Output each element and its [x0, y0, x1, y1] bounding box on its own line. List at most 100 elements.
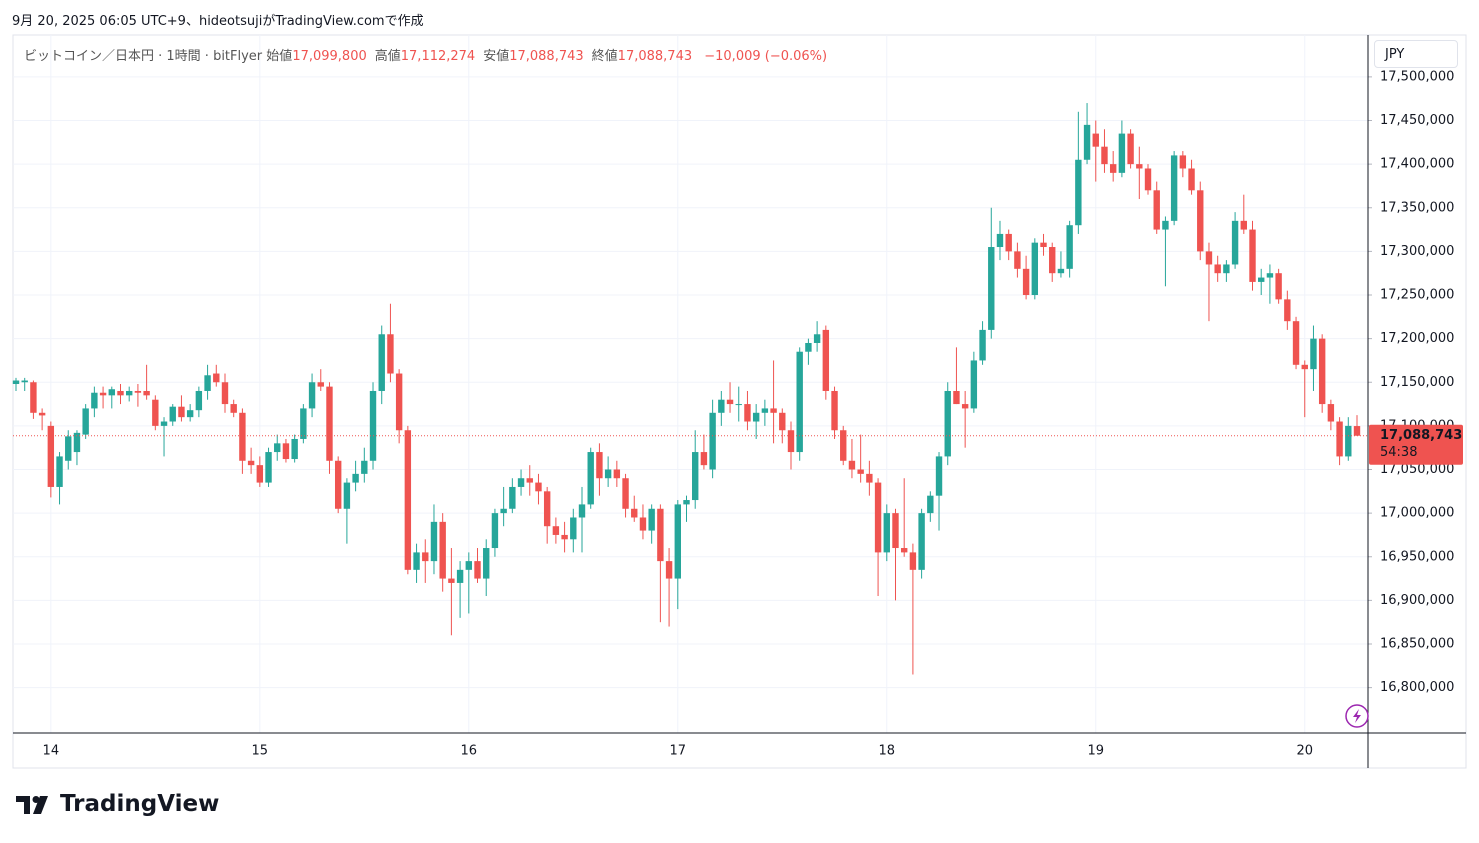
candle-body [291, 438, 298, 460]
candle-body [317, 382, 324, 387]
candle-body [639, 517, 647, 531]
candle-body [1205, 251, 1213, 265]
y-tick-label: 17,000,000 [1380, 506, 1454, 521]
candle-body [596, 452, 603, 479]
candle-body [735, 404, 742, 406]
candle-body [927, 495, 934, 514]
candle-body [692, 452, 699, 501]
candle-body [631, 508, 638, 518]
y-tick-label: 17,400,000 [1380, 157, 1454, 172]
candle-body [12, 380, 20, 384]
candle-body [126, 390, 133, 396]
frame [12, 34, 1467, 769]
candle-body [935, 456, 943, 496]
candle-body [474, 561, 481, 579]
candle-body [988, 247, 995, 330]
candle-body [874, 482, 882, 553]
currency-button[interactable]: JPY [1374, 40, 1458, 68]
candle-body [1170, 155, 1178, 221]
candle-body [648, 508, 655, 531]
candle-body [909, 552, 917, 570]
candle-body [543, 491, 551, 527]
candle-body [535, 482, 542, 492]
candle-body [1162, 220, 1169, 230]
price-tag-value: 17,088,743 [1380, 428, 1462, 443]
candle-body [761, 408, 769, 413]
candle-body [491, 513, 499, 549]
candle-body [326, 386, 333, 461]
candle-body [1127, 133, 1134, 165]
logo-icon [16, 796, 48, 814]
candle-body [361, 460, 368, 474]
candle-body [526, 478, 533, 483]
symbol: ビットコイン／日本円 · 1時間 · bitFlyer [24, 49, 263, 64]
candle-body [787, 430, 795, 453]
candle-body [204, 375, 211, 391]
y-tick-label: 16,900,000 [1380, 593, 1454, 608]
candle-body [604, 469, 612, 479]
field-label: 高値 [374, 49, 401, 64]
candle-body [178, 406, 185, 418]
candle-body [831, 390, 838, 431]
candle-body [221, 382, 229, 405]
candle-body [282, 443, 290, 460]
candle-body [239, 412, 246, 461]
field-value: 17,099,800 [292, 49, 367, 64]
candle-body [665, 561, 673, 579]
candle-body [300, 408, 307, 439]
candle-body [840, 430, 847, 461]
candle-body [1292, 321, 1300, 365]
candle-body [152, 399, 159, 426]
candle-body [1101, 146, 1108, 165]
candle-body [1118, 133, 1126, 173]
candle-body [961, 404, 969, 409]
candle-body [622, 478, 629, 509]
candle-body [378, 334, 385, 391]
candle-body [134, 390, 142, 393]
candle-body [21, 380, 28, 383]
candle-body [1214, 264, 1221, 274]
candle-body [1031, 242, 1039, 296]
candle-body [1223, 264, 1230, 274]
candle-body [1336, 421, 1343, 457]
candle-body [439, 521, 446, 579]
change: −10,009 (−0.06%) [704, 49, 828, 64]
x-tick-label: 17 [670, 744, 687, 759]
candle-body [657, 508, 664, 562]
candle-body [1188, 168, 1195, 191]
candle-body [186, 410, 194, 418]
candle-body [247, 460, 255, 466]
x-tick-label: 18 [879, 744, 896, 759]
candle-body [404, 430, 412, 570]
brand: TradingView [60, 791, 220, 817]
y-tick-label: 17,300,000 [1380, 244, 1454, 259]
candle-body [979, 329, 986, 361]
candle-body [674, 504, 681, 579]
candle-body [892, 513, 899, 549]
candle-body [918, 513, 925, 570]
candle-body [796, 351, 803, 453]
candle-body [230, 404, 237, 413]
candle-body [1345, 425, 1352, 457]
candle-body [47, 425, 55, 487]
candle-body [91, 392, 98, 409]
candle-body [38, 412, 46, 416]
candle-body [169, 406, 176, 422]
field-value: 17,112,274 [400, 49, 476, 64]
candle-body [587, 452, 594, 505]
candle-body [1266, 273, 1274, 278]
field-label: 安値 [483, 49, 510, 64]
candle-body [613, 469, 621, 479]
x-tick-label: 20 [1296, 744, 1313, 759]
candle-body [866, 473, 873, 483]
candle-body [848, 460, 856, 470]
candle-body [709, 412, 716, 470]
candle-body [343, 482, 351, 509]
candle-body [108, 389, 115, 396]
candle-body [465, 561, 473, 570]
y-tick-label: 16,850,000 [1380, 637, 1454, 652]
candle-body [1136, 164, 1143, 169]
candle-body [73, 432, 81, 453]
x-tick-label: 15 [252, 744, 269, 759]
candle-body [996, 233, 1004, 248]
